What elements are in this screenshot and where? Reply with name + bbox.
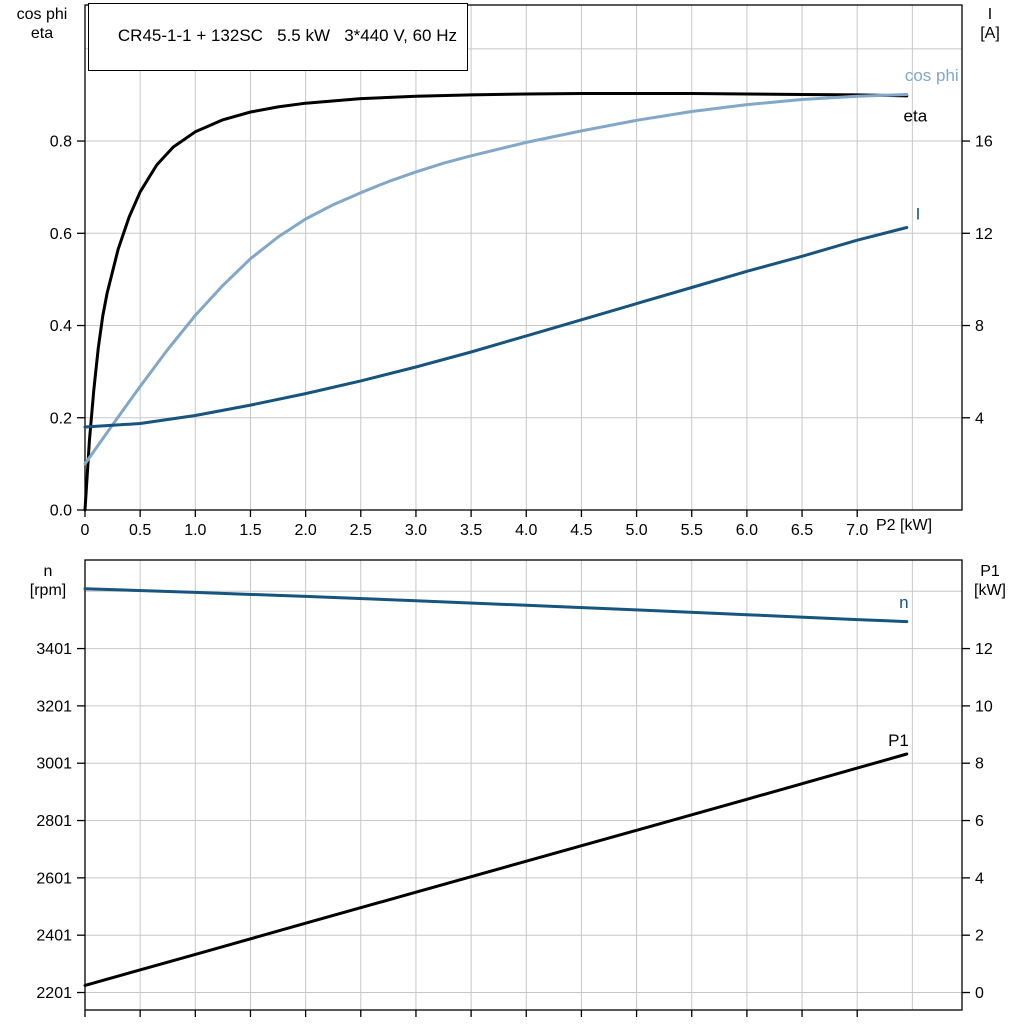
plot-frame [84, 559, 963, 1011]
y-left-tick-label: 3201 [36, 698, 72, 715]
y-right-tick-label: 4 [975, 410, 984, 427]
axis-title-cos-phi: cos phi [16, 6, 68, 23]
y-right-tick-label: 0 [975, 985, 984, 1002]
top-left-axis-title: cos phi eta [0, 5, 84, 43]
y-right-tick-label: 4 [975, 870, 984, 887]
x-tick-label: 1.0 [184, 522, 206, 539]
x-tick-label: 6.0 [736, 522, 758, 539]
curve-label-cos-phi: cos phi [905, 66, 959, 85]
y-right-tick-label: 10 [975, 698, 993, 715]
x-tick-label: 6.5 [791, 522, 813, 539]
y-left-tick-label: 3401 [36, 641, 72, 658]
axis-title-eta: eta [30, 25, 54, 42]
x-tick-label: 2.5 [350, 522, 372, 539]
chart-title-box: CR45-1-1 + 132SC 5.5 kW 3*440 V, 60 Hz [88, 3, 468, 71]
chart-top: 0.0 0.2 0.4 0.6 0.8 4 8 12 16 0 0.5 1.0 1.5 2.0 2.5 3.0… [50, 4, 993, 539]
curve-label-current: I [916, 204, 921, 223]
y-left-tick-label: 0.2 [50, 410, 72, 427]
y-left-tick-label: 0.8 [50, 134, 72, 151]
y-right-tick-label: 8 [975, 756, 984, 773]
axis-title-speed: n [43, 563, 53, 580]
y-right-tick-label: 8 [975, 318, 984, 335]
y-right-tick-label: 16 [975, 134, 993, 151]
axis-title-p1: P1 [980, 563, 1000, 580]
x-tick-label: 5.5 [681, 522, 703, 539]
curve-cos-phi [83, 93, 909, 466]
y-left-tick-label: 2801 [36, 813, 72, 830]
curve-label-eta: eta [904, 107, 928, 126]
chart-bottom: 2201 2401 2601 2801 3001 3201 3401 0 2 4 6 8 10 12 n P1 [36, 559, 993, 1017]
y-left-tick-label: 0.0 [50, 503, 72, 520]
x-tick-label: 2.0 [295, 522, 317, 539]
axis-title-current: I [987, 6, 993, 23]
x-tick-label: 4.0 [515, 522, 537, 539]
y-left-tick-label: 0.4 [50, 318, 72, 335]
y-right-tick-label: 12 [975, 641, 993, 658]
y-right-tick-label: 2 [975, 928, 984, 945]
x-tick-label: 1.5 [239, 522, 261, 539]
curve-label-speed: n [899, 593, 908, 612]
curve-speed [83, 587, 909, 624]
x-tick-label: 4.5 [570, 522, 592, 539]
y-right-tick-label: 12 [975, 226, 993, 243]
x-tick-label: 0 [81, 522, 90, 539]
chart-title: CR45-1-1 + 132SC 5.5 kW 3*440 V, 60 Hz [117, 26, 457, 45]
plot-frame [84, 4, 963, 511]
axis-title-current-unit: [A] [980, 25, 1000, 42]
y-left-tick-label: 2401 [36, 928, 72, 945]
x-tick-label: 3.0 [405, 522, 427, 539]
bottom-right-axis-title: P1 [kW] [960, 562, 1020, 600]
curve-current [83, 226, 909, 429]
y-left-tick-label: 0.6 [50, 226, 72, 243]
y-left-tick-label: 3001 [36, 756, 72, 773]
y-right-tick-label: 6 [975, 813, 984, 830]
x-tick-label: 0.5 [129, 522, 151, 539]
x-tick-label: 7.0 [846, 522, 868, 539]
y-left-tick-label: 2201 [36, 985, 72, 1002]
bottom-left-axis-title: n [rpm] [12, 562, 84, 600]
curve-label-p1: P1 [888, 731, 909, 750]
x-tick-label: 5.0 [625, 522, 647, 539]
x-axis-label-p2: P2 [kW] [876, 517, 933, 534]
x-tick-label: 3.5 [460, 522, 482, 539]
curve-p1 [83, 752, 909, 987]
curve-eta [83, 92, 909, 512]
axis-title-p1-unit: [kW] [974, 582, 1006, 599]
top-right-axis-title: I [A] [962, 5, 1018, 43]
y-left-tick-label: 2601 [36, 870, 72, 887]
axis-title-speed-unit: [rpm] [29, 582, 67, 599]
